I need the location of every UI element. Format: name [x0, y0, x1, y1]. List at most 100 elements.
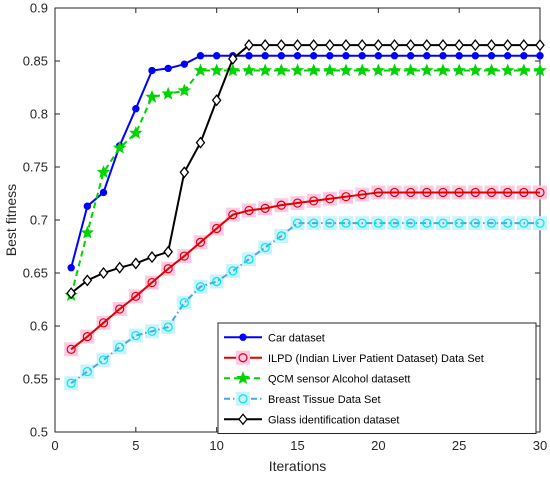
series-0-point [358, 52, 366, 60]
series-0-point [67, 264, 75, 272]
series-1-point [454, 187, 464, 198]
series-4-point [325, 39, 335, 52]
series-1-point [244, 205, 254, 216]
x-tick-label: 0 [51, 438, 58, 453]
series-4-point [422, 39, 432, 52]
series-0-point [487, 52, 496, 60]
series-0-point [148, 66, 156, 75]
series-4-point [535, 39, 545, 52]
series-1-line [70, 191, 540, 351]
series-4-point [179, 166, 190, 179]
point-halo [258, 240, 273, 255]
legend-swatch-marker [239, 333, 247, 341]
legend-entry: ILPD (Indian Liver Patient Dataset) Data… [268, 353, 484, 365]
series-2-point [193, 63, 208, 77]
series-2-point [339, 63, 353, 77]
series-3-point [244, 254, 254, 264]
series-4-point [276, 39, 287, 52]
legend-swatch-marker-halo [236, 350, 250, 365]
series-3-point [406, 218, 416, 228]
series-3-point [131, 330, 141, 341]
series-1-point [470, 187, 480, 198]
series-0-point [132, 105, 140, 113]
series-2-point [209, 63, 224, 77]
series-1-point [503, 187, 513, 198]
series-2-point [80, 225, 95, 239]
series-4-point [260, 39, 270, 52]
series-1-point [260, 203, 270, 213]
series-4-point [98, 266, 109, 280]
series-1-point [292, 198, 303, 208]
series-0-point [423, 52, 431, 60]
y-axis-label: Best fitness [3, 184, 19, 256]
legend-box [217, 322, 537, 434]
x-tick-label: 5 [132, 438, 139, 453]
series-0-point [164, 64, 172, 73]
point-halo [112, 340, 127, 355]
series-2-point [517, 63, 531, 77]
series-1-point [341, 192, 351, 202]
series-2-point [112, 140, 127, 154]
series-3-point [309, 218, 319, 228]
series-0-point [503, 52, 512, 60]
series-3-point [82, 366, 92, 377]
series-4-point [470, 39, 481, 52]
y-tick-label: 0.75 [23, 160, 48, 175]
series-4-point [373, 39, 384, 52]
point-halo [419, 216, 434, 231]
series-1-point [519, 187, 529, 198]
series-4-point [486, 39, 497, 52]
series-1-point [535, 187, 545, 198]
series-0-point [99, 188, 108, 197]
series-2-point [500, 63, 515, 77]
series-0-point [245, 52, 253, 60]
series-1-point [406, 187, 416, 198]
series-4-point [341, 39, 351, 52]
series-3-point [438, 218, 448, 228]
series-0-point [455, 52, 463, 60]
series-3-point [179, 298, 189, 308]
legend-swatch-marker [238, 413, 248, 426]
series-0-point [212, 52, 221, 60]
x-tick-label: 30 [533, 438, 547, 453]
series-1-point [163, 264, 173, 274]
series-3-point [66, 378, 76, 388]
series-2-line [70, 69, 540, 296]
series-1-point [66, 344, 76, 354]
series-0-point [293, 52, 302, 60]
series-2-point [355, 63, 369, 77]
x-tick-label: 25 [452, 438, 466, 453]
point-halo [533, 216, 547, 231]
series-0-point [326, 52, 334, 60]
series-1-point [195, 237, 206, 247]
series-4-point [147, 251, 157, 264]
series-2-point [323, 63, 337, 77]
series-0-point [374, 52, 383, 60]
series-1-point [325, 194, 335, 204]
series-1-point [309, 196, 319, 206]
series-0-point [277, 52, 286, 60]
series-0-point [261, 52, 269, 60]
series-3-point [292, 218, 303, 228]
y-tick-label: 0.7 [30, 213, 48, 228]
series-3-point [470, 218, 480, 228]
series-0-point [180, 60, 189, 68]
series-3-point [535, 218, 545, 228]
series-0-point [471, 52, 480, 60]
series-3-point [373, 218, 383, 228]
series-4-point [357, 39, 367, 52]
series-1-point [373, 187, 383, 198]
x-tick-label: 10 [209, 438, 223, 453]
x-tick-label: 15 [290, 438, 304, 453]
series-0-point [390, 52, 399, 60]
series-4-point [66, 287, 76, 300]
series-2 [64, 63, 547, 301]
series-1-point [422, 187, 432, 198]
y-tick-label: 0.8 [30, 107, 48, 122]
series-2-point [274, 63, 289, 77]
series-4-point [292, 39, 303, 52]
series-4-point [82, 274, 93, 287]
series-3-point [98, 355, 109, 365]
series-2-point [484, 63, 499, 77]
